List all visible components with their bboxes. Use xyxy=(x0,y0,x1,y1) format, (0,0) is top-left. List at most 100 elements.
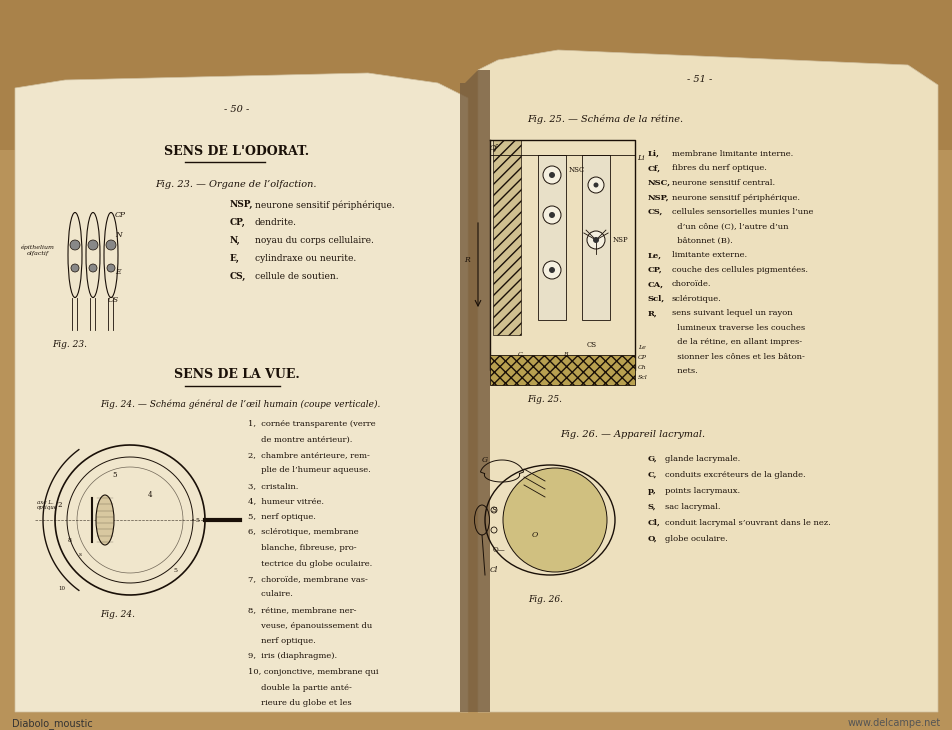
Text: CS: CS xyxy=(586,341,597,349)
Text: neurone sensitif périphérique.: neurone sensitif périphérique. xyxy=(255,200,394,210)
Text: NSP,: NSP, xyxy=(229,200,253,209)
Circle shape xyxy=(71,264,79,272)
Circle shape xyxy=(592,237,599,243)
Text: de montre antérieur).: de montre antérieur). xyxy=(248,436,352,444)
Text: 1,  cornée transparente (verre: 1, cornée transparente (verre xyxy=(248,420,375,428)
Text: C,: C, xyxy=(647,471,657,479)
Text: N,: N, xyxy=(229,236,241,245)
Text: glande lacrymale.: glande lacrymale. xyxy=(664,455,740,463)
Text: NSP: NSP xyxy=(612,236,628,244)
Text: 2: 2 xyxy=(58,501,62,509)
Text: 5: 5 xyxy=(112,471,117,479)
Text: rieure du globe et les: rieure du globe et les xyxy=(248,699,351,707)
Circle shape xyxy=(548,267,554,273)
Text: Fig. 24. — Schéma général de l’œil humain (coupe verticale).: Fig. 24. — Schéma général de l’œil humai… xyxy=(100,400,380,410)
Text: bâtonnet (B).: bâtonnet (B). xyxy=(671,237,732,245)
Text: S: S xyxy=(491,506,497,514)
Text: nets.: nets. xyxy=(671,367,697,375)
Text: Li: Li xyxy=(636,154,644,162)
Text: sens suivant lequel un rayon: sens suivant lequel un rayon xyxy=(671,310,792,318)
Text: culaire.: culaire. xyxy=(248,591,292,599)
Text: - 51 -: - 51 - xyxy=(686,75,712,84)
Text: S,: S, xyxy=(647,503,656,511)
Text: NSC,: NSC, xyxy=(647,179,670,187)
Text: www.delcampe.net: www.delcampe.net xyxy=(847,718,940,728)
Polygon shape xyxy=(15,73,467,712)
Text: conduits excréteurs de la glande.: conduits excréteurs de la glande. xyxy=(664,471,804,479)
Text: s: s xyxy=(78,553,81,558)
Text: NSP,: NSP, xyxy=(647,193,669,201)
Text: R: R xyxy=(464,256,469,264)
Text: Fig. 23.: Fig. 23. xyxy=(52,340,88,349)
Text: CP: CP xyxy=(115,211,126,219)
Text: Le: Le xyxy=(637,345,645,350)
Bar xyxy=(0,0,952,150)
Text: 5,  nerf optique.: 5, nerf optique. xyxy=(248,513,315,521)
Text: E,: E, xyxy=(229,254,240,263)
Text: N: N xyxy=(115,231,122,239)
Text: 3,  cristalin.: 3, cristalin. xyxy=(248,482,298,490)
Text: choroïde.: choroïde. xyxy=(671,280,711,288)
Text: CS: CS xyxy=(108,296,119,304)
Text: Fig. 24.: Fig. 24. xyxy=(100,610,135,619)
Text: globe oculaire.: globe oculaire. xyxy=(664,535,727,543)
Circle shape xyxy=(587,177,604,193)
Text: G,: G, xyxy=(647,455,657,463)
Polygon shape xyxy=(478,50,937,712)
Bar xyxy=(489,355,634,385)
Text: points lacrymaux.: points lacrymaux. xyxy=(664,487,740,495)
Text: Diabolo_moustic: Diabolo_moustic xyxy=(12,718,92,729)
Circle shape xyxy=(586,231,605,249)
Text: dendrite.: dendrite. xyxy=(255,218,297,227)
Text: p,: p, xyxy=(647,487,656,495)
Text: axe L.
optique: axe L. optique xyxy=(37,499,58,510)
Text: noyau du corps cellulaire.: noyau du corps cellulaire. xyxy=(255,236,373,245)
Text: cylindraxe ou neurite.: cylindraxe ou neurite. xyxy=(255,254,356,263)
Text: 8: 8 xyxy=(68,537,72,542)
Text: tectrice du globe oculaire.: tectrice du globe oculaire. xyxy=(248,559,372,567)
Polygon shape xyxy=(460,70,489,712)
Circle shape xyxy=(89,264,97,272)
Text: neurone sensitif central.: neurone sensitif central. xyxy=(671,179,774,187)
Text: Cl: Cl xyxy=(489,566,498,574)
Text: 9,  iris (diaphragme).: 9, iris (diaphragme). xyxy=(248,653,337,661)
Circle shape xyxy=(106,240,116,250)
Bar xyxy=(492,140,521,335)
Text: plie de l’humeur aqueuse.: plie de l’humeur aqueuse. xyxy=(248,466,370,475)
Text: couche des cellules pigmentées.: couche des cellules pigmentées. xyxy=(671,266,807,274)
Text: CS,: CS, xyxy=(229,272,247,281)
Text: NSC: NSC xyxy=(568,166,585,174)
Text: lumineux traverse les couches: lumineux traverse les couches xyxy=(671,324,804,332)
Text: 6,  sclérotique, membrane: 6, sclérotique, membrane xyxy=(248,529,358,537)
Text: sionner les cônes et les bâton-: sionner les cônes et les bâton- xyxy=(671,353,804,361)
Text: Scl: Scl xyxy=(637,375,647,380)
Text: fibres du nerf optique.: fibres du nerf optique. xyxy=(671,164,766,172)
Text: Le,: Le, xyxy=(647,252,662,259)
Text: Fig. 26. — Appareil lacrymal.: Fig. 26. — Appareil lacrymal. xyxy=(560,430,704,439)
Text: G: G xyxy=(482,456,487,464)
Circle shape xyxy=(548,212,554,218)
Text: sclérotique.: sclérotique. xyxy=(671,295,721,303)
Circle shape xyxy=(107,264,115,272)
Text: SENS DE L'ODORAT.: SENS DE L'ODORAT. xyxy=(165,145,309,158)
Text: 5: 5 xyxy=(195,518,199,523)
Text: O—: O— xyxy=(492,546,505,554)
Text: membrane limitante interne.: membrane limitante interne. xyxy=(671,150,792,158)
Text: O: O xyxy=(531,531,538,539)
Bar xyxy=(582,155,609,320)
Text: Fig. 25. — Schéma de la rétine.: Fig. 25. — Schéma de la rétine. xyxy=(526,115,683,125)
Text: 5: 5 xyxy=(173,567,177,572)
Text: 4: 4 xyxy=(148,491,152,499)
Text: de la rétine, en allant impres-: de la rétine, en allant impres- xyxy=(671,339,802,347)
Text: cellule de soutien.: cellule de soutien. xyxy=(255,272,338,281)
Text: R,: R, xyxy=(647,310,657,318)
Text: 10, conjonctive, membrane qui: 10, conjonctive, membrane qui xyxy=(248,668,378,676)
Text: neurone sensitif périphérique.: neurone sensitif périphérique. xyxy=(671,193,799,201)
Text: épithelium
olfactif: épithelium olfactif xyxy=(21,245,55,255)
Text: 8,  rétine, membrane ner-: 8, rétine, membrane ner- xyxy=(248,606,356,614)
Circle shape xyxy=(503,468,606,572)
Circle shape xyxy=(548,172,554,178)
Circle shape xyxy=(543,206,561,224)
Text: Cl,: Cl, xyxy=(647,519,660,527)
Text: CA,: CA, xyxy=(647,280,664,288)
